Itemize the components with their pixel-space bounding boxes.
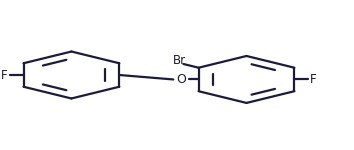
Text: F: F	[1, 69, 7, 81]
Text: F: F	[310, 73, 317, 86]
Text: Br: Br	[173, 54, 187, 67]
Text: O: O	[176, 73, 186, 86]
